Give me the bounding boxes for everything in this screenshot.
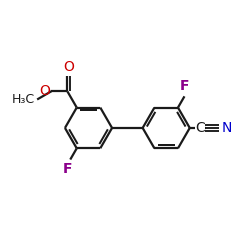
Text: N: N bbox=[222, 121, 232, 135]
Text: F: F bbox=[180, 80, 189, 94]
Text: H₃C: H₃C bbox=[12, 93, 35, 106]
Text: C: C bbox=[195, 121, 205, 135]
Text: O: O bbox=[63, 60, 74, 74]
Text: O: O bbox=[39, 84, 50, 98]
Text: F: F bbox=[63, 162, 73, 176]
